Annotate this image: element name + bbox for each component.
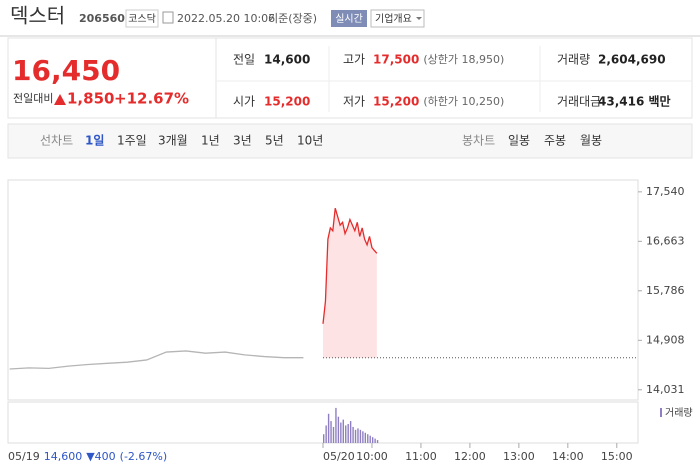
volume-bar bbox=[340, 422, 342, 443]
volume-bar bbox=[352, 426, 354, 443]
footer-date: 05/19 bbox=[8, 450, 40, 463]
stat-value: 17,500 bbox=[373, 53, 419, 67]
basis: 기준(장중) bbox=[268, 12, 317, 25]
x-tick-label: 11:00 bbox=[405, 450, 437, 463]
market: 코스닥 bbox=[128, 13, 156, 25]
volume-bar bbox=[359, 429, 362, 443]
volume-bar bbox=[323, 434, 325, 443]
x-tick-label: 15:00 bbox=[601, 450, 633, 463]
tab[interactable]: 5년 bbox=[265, 134, 284, 148]
plot-frame bbox=[7, 179, 639, 401]
stat-note: (하한가 10,250) bbox=[423, 94, 504, 108]
tab-group-label: 선차트 bbox=[40, 134, 73, 148]
y-tick-label: 14,031 bbox=[646, 383, 685, 396]
volume-bar bbox=[376, 440, 379, 443]
tab-bar bbox=[7, 123, 693, 159]
volume-bar bbox=[354, 429, 357, 443]
change-rate: +12.67% bbox=[114, 90, 189, 108]
change-label: 전일대비 bbox=[13, 91, 53, 105]
tab[interactable]: 주봉 bbox=[544, 134, 566, 148]
volume-bar bbox=[364, 432, 367, 443]
tab[interactable]: 1년 bbox=[201, 134, 220, 148]
tab[interactable]: 일봉 bbox=[508, 134, 530, 148]
volume-bar bbox=[374, 438, 376, 443]
stock-code: 206560 bbox=[79, 12, 125, 25]
datetime: 2022.05.20 10:06 bbox=[177, 12, 275, 25]
previous-day-line bbox=[9, 350, 304, 370]
footer-change: ▼400 bbox=[86, 450, 115, 463]
tab[interactable]: 1일 bbox=[85, 134, 104, 148]
legend-swatch bbox=[660, 408, 662, 417]
stat-label: 고가 bbox=[343, 53, 365, 67]
dropdown-arrow bbox=[416, 17, 422, 20]
stat-note: (상한가 18,950) bbox=[423, 53, 504, 66]
x-tick-label: 10:00 bbox=[356, 450, 388, 463]
volume-bar bbox=[362, 431, 364, 443]
volume-bar bbox=[327, 413, 330, 443]
footer-price: 14,600 bbox=[44, 450, 83, 463]
stat-value: 43,416 백만 bbox=[598, 94, 671, 109]
company-label[interactable]: 기업개요 bbox=[375, 12, 412, 25]
volume-bar bbox=[332, 426, 335, 443]
volume-bar bbox=[330, 421, 332, 443]
volume-bar bbox=[371, 437, 374, 443]
area-fill bbox=[323, 208, 377, 358]
stat-label: 시가 bbox=[233, 95, 255, 109]
volume-bar bbox=[347, 424, 349, 443]
stat-label: 거래대금 bbox=[557, 95, 601, 109]
volume-bar bbox=[369, 435, 371, 443]
footer-rate: (-2.67%) bbox=[120, 450, 168, 463]
realtime-label[interactable]: 실시간 bbox=[335, 13, 363, 25]
company-button[interactable] bbox=[370, 9, 425, 28]
realtime-button[interactable] bbox=[331, 10, 367, 27]
stat-value: 15,200 bbox=[264, 95, 310, 109]
tab[interactable]: 3년 bbox=[233, 134, 252, 148]
tab[interactable]: 3개월 bbox=[158, 134, 188, 148]
stat-value: 15,200 bbox=[373, 95, 419, 109]
volume-bar bbox=[342, 419, 344, 443]
stat-label: 저가 bbox=[343, 95, 365, 109]
stat-label: 전일 bbox=[233, 53, 255, 67]
volume-bar bbox=[367, 434, 369, 443]
stat-value: 2,604,690 bbox=[598, 53, 666, 67]
legend-label: 거래량 bbox=[665, 407, 693, 419]
x-tick-label: 14:00 bbox=[552, 450, 584, 463]
volume-bar bbox=[357, 428, 359, 443]
stock-name: 덱스터 bbox=[10, 4, 65, 28]
y-tick-label: 14,908 bbox=[646, 333, 685, 346]
y-tick-label: 15,786 bbox=[646, 284, 685, 297]
current-price: 16,450 bbox=[12, 54, 120, 87]
tab[interactable]: 월봉 bbox=[580, 134, 602, 148]
volume-bar bbox=[335, 407, 337, 443]
y-tick-label: 16,663 bbox=[646, 234, 685, 247]
volume-bar bbox=[325, 425, 327, 443]
x-tick-label: 12:00 bbox=[454, 450, 486, 463]
volume-bar bbox=[337, 416, 340, 443]
price-line bbox=[322, 208, 378, 324]
change: 1,850 bbox=[67, 90, 114, 108]
tab[interactable]: 10년 bbox=[297, 134, 323, 148]
summary-box bbox=[7, 37, 693, 119]
stat-value: 14,600 bbox=[264, 53, 310, 67]
volume-bar bbox=[349, 421, 352, 443]
tab-group-label: 봉차트 bbox=[462, 134, 495, 148]
tab[interactable]: 1주일 bbox=[117, 134, 147, 148]
calendar-icon bbox=[162, 11, 174, 24]
market-badge bbox=[125, 9, 159, 28]
up-arrow bbox=[54, 94, 66, 105]
x-tick-label: 05/20 bbox=[323, 450, 355, 463]
stat-label: 거래량 bbox=[557, 53, 590, 67]
x-tick-label: 13:00 bbox=[503, 450, 535, 463]
volume-bar bbox=[345, 425, 347, 443]
y-tick-label: 17,540 bbox=[646, 185, 685, 198]
